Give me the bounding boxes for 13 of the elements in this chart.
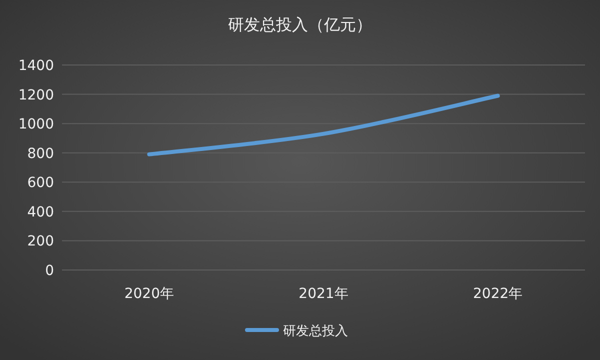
y-tick-label: 400	[27, 204, 54, 220]
chart-title: 研发总投入（亿元）	[228, 15, 372, 34]
y-tick-label: 200	[27, 234, 54, 250]
y-tick-label: 1000	[18, 116, 54, 133]
y-tick-label: 600	[27, 175, 54, 192]
legend-label: 研发总投入	[283, 324, 348, 339]
y-tick-label: 1200	[18, 87, 54, 104]
x-tick-label: 2022年	[473, 286, 523, 302]
x-tick-label: 2020年	[124, 286, 174, 302]
x-tick-label: 2021年	[298, 286, 348, 302]
y-tick-label: 1400	[18, 58, 54, 74]
y-tick-label: 800	[27, 146, 54, 162]
y-tick-label: 0	[45, 263, 54, 279]
